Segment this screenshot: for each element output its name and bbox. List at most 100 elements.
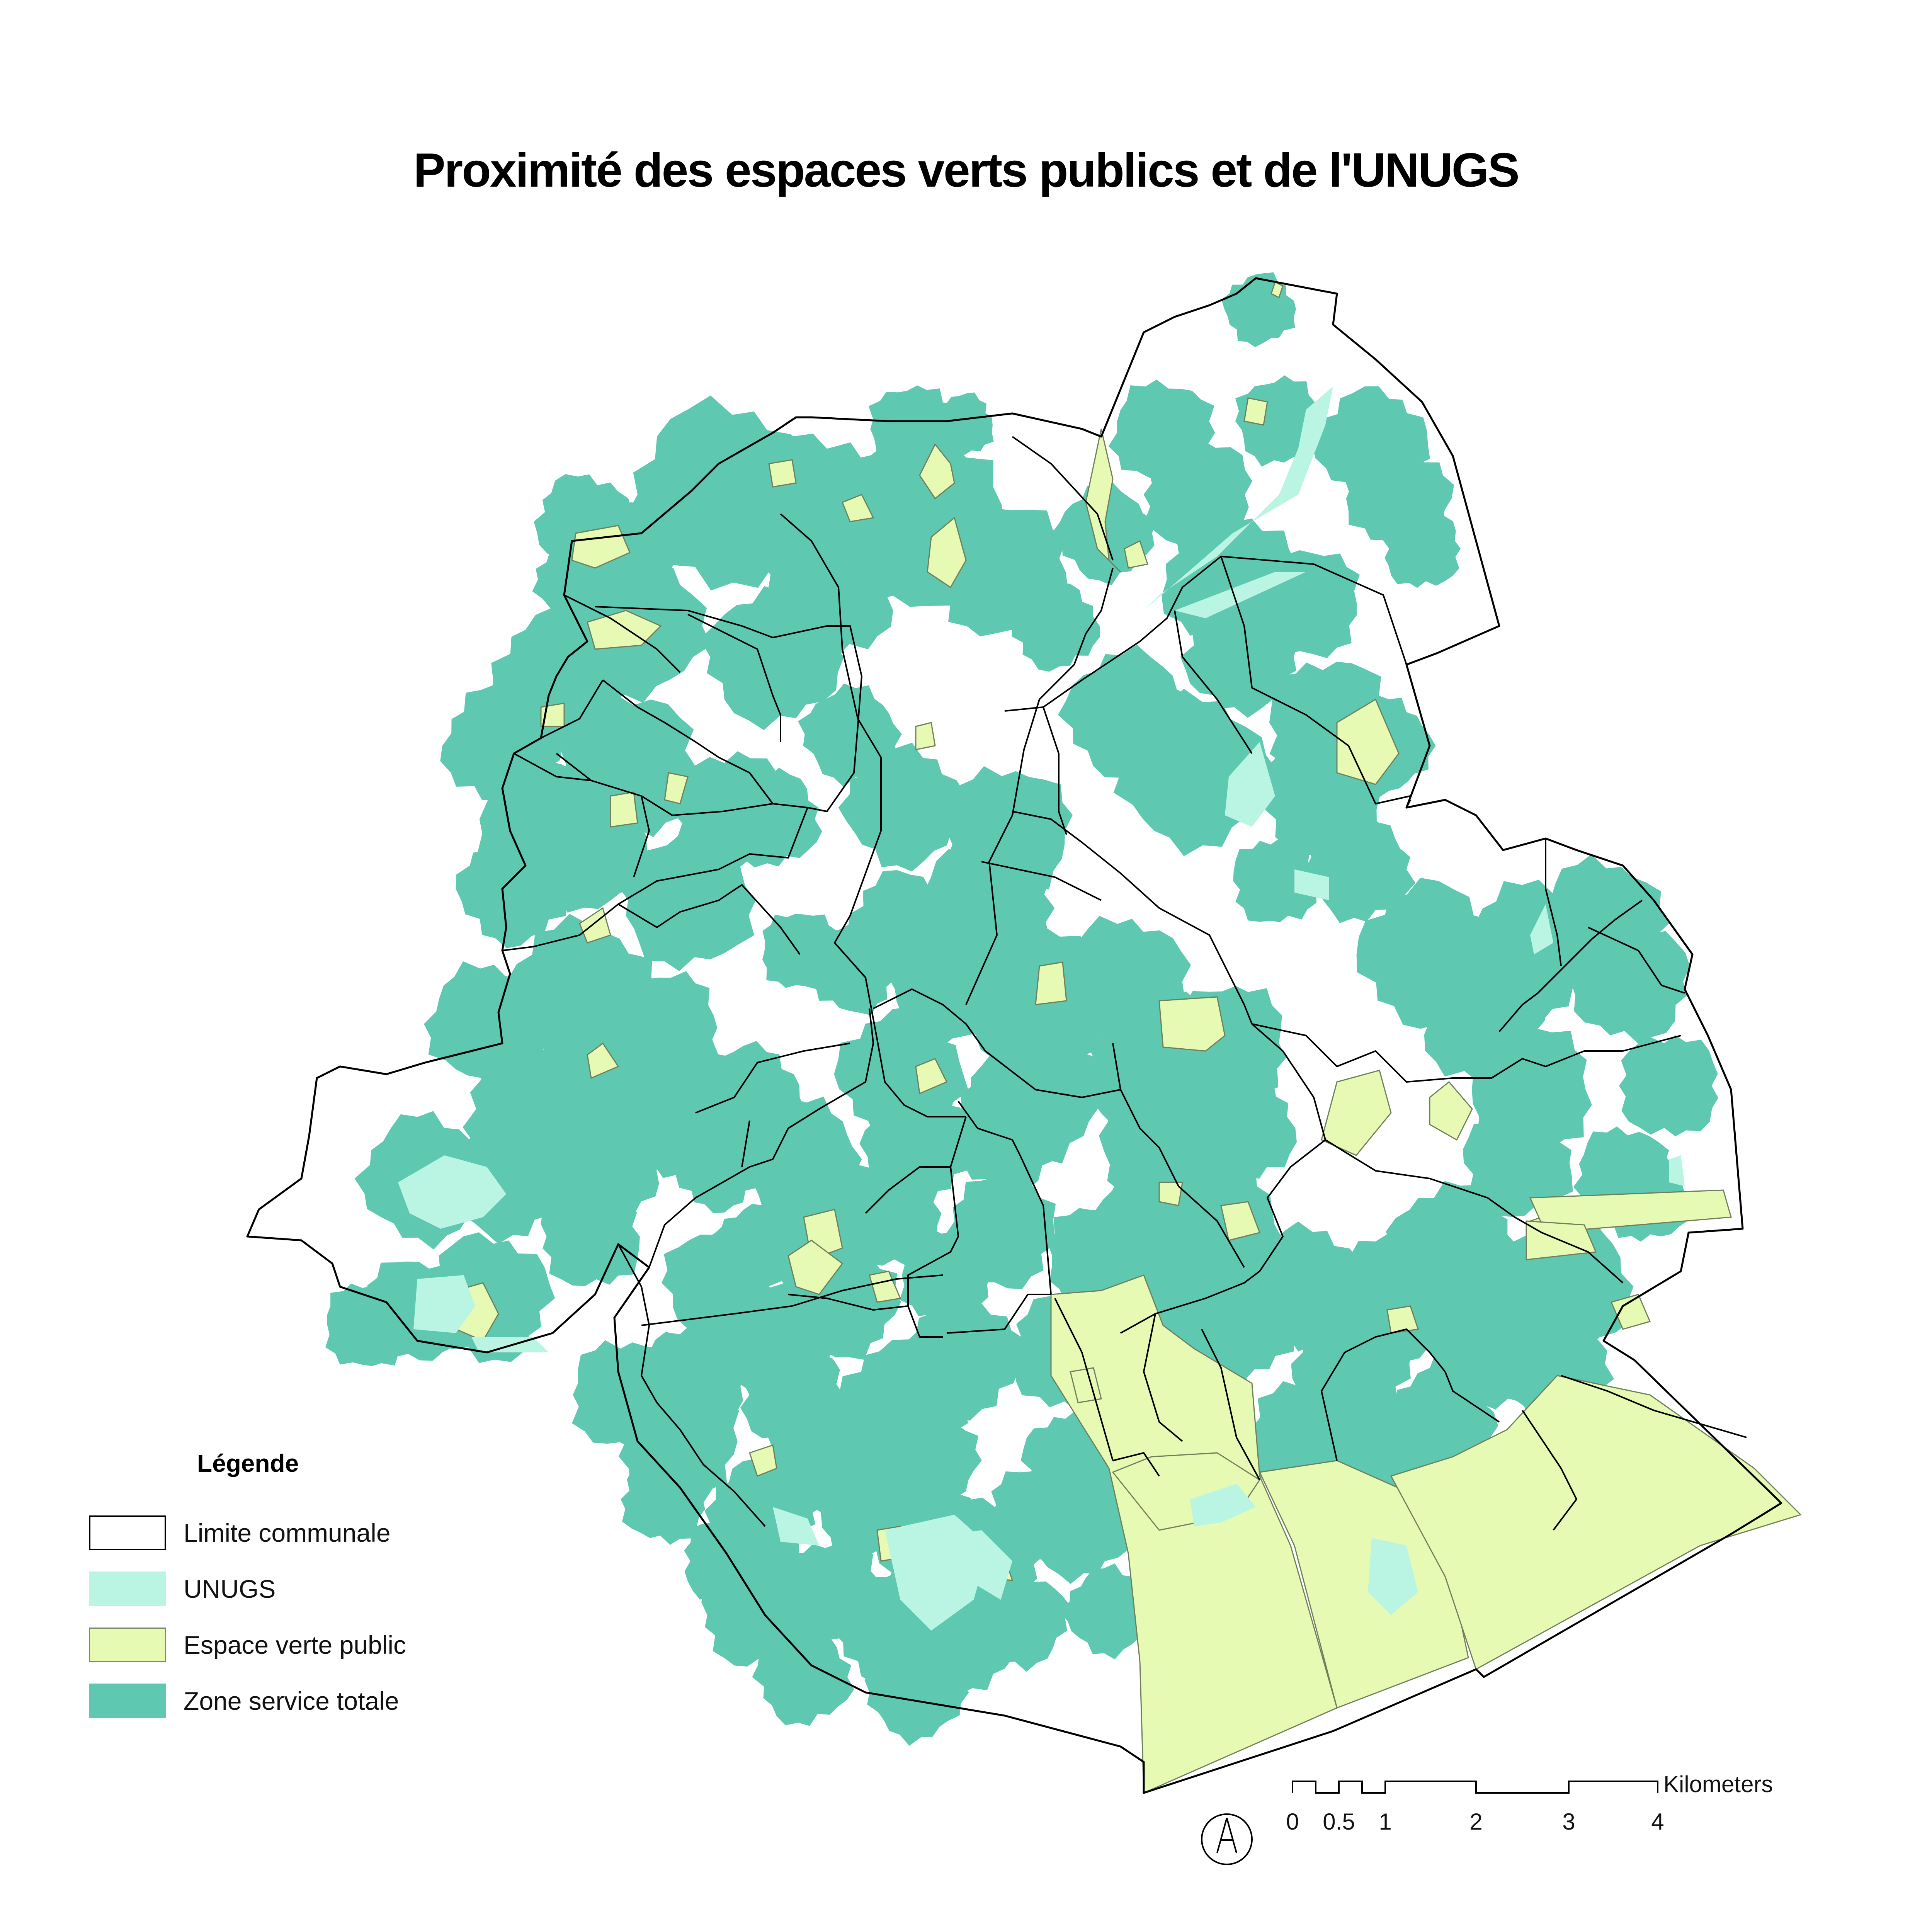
commune-boundary xyxy=(617,1244,766,1527)
commune-boundary xyxy=(1120,1023,1326,1334)
unugs-area xyxy=(1669,1155,1685,1186)
commune-boundary xyxy=(1561,1375,1747,1438)
commune-boundary xyxy=(1252,1023,1681,1083)
zone-service-area xyxy=(752,1624,854,1726)
espace-vert-area xyxy=(1158,996,1226,1052)
commune-boundary xyxy=(1012,811,1253,1024)
zone-service-area xyxy=(1463,1106,1573,1217)
commune-boundary xyxy=(514,753,592,781)
unugs-area xyxy=(413,1275,475,1333)
espace-vert-area xyxy=(919,443,955,500)
scale-tick-label: 0.5 xyxy=(1323,1809,1355,1835)
zone-service-area xyxy=(838,743,969,872)
commune-boundary xyxy=(1201,1329,1260,1480)
commune-boundary xyxy=(1112,1452,1160,1477)
commune-boundary xyxy=(1406,799,1411,808)
zone-service-area xyxy=(700,586,844,730)
commune-boundary xyxy=(1588,927,1685,994)
commune-boundary xyxy=(617,884,801,955)
zone-service-area xyxy=(879,1409,982,1511)
commune-boundary xyxy=(1054,1298,1114,1461)
zone-service-area xyxy=(1010,580,1100,672)
zone-service-area xyxy=(456,832,573,948)
espace-vert-area xyxy=(1243,397,1268,426)
zone-service-area xyxy=(1619,1035,1718,1136)
espace-vert-area xyxy=(869,1270,901,1303)
zone-service-area xyxy=(1382,509,1461,588)
zone-service-area xyxy=(1184,1072,1297,1185)
espace-vert-area xyxy=(1220,1201,1260,1241)
unugs-area xyxy=(773,1507,819,1546)
commune-boundary xyxy=(865,1166,951,1214)
commune-boundary xyxy=(873,988,1121,1098)
commune-boundary xyxy=(502,946,534,951)
commune-boundary xyxy=(788,1294,908,1311)
commune-boundary xyxy=(687,614,781,742)
legend-label: UNUGS xyxy=(184,1574,276,1603)
commune-boundary xyxy=(648,1008,874,1268)
commune-boundary xyxy=(957,1100,1052,1295)
legend-label: Zone service totale xyxy=(184,1686,399,1715)
zone-service-area xyxy=(898,1294,1027,1421)
zone-service-area xyxy=(644,1324,746,1427)
commune-boundary xyxy=(1174,610,1253,754)
commune-boundary xyxy=(1043,707,1067,835)
unugs-area xyxy=(1225,742,1275,827)
zone-service-area xyxy=(762,914,837,989)
espace-vert-area xyxy=(610,791,638,828)
commune-boundary xyxy=(541,679,604,739)
scale-bar: Kilometers 0 0.5 1 2 3 4 xyxy=(1286,1771,1773,1835)
zone-service-area xyxy=(929,392,994,457)
zone-service-area xyxy=(1252,550,1360,658)
espace-vert-area xyxy=(1035,961,1067,1005)
zone-service-area xyxy=(1233,838,1317,922)
espace-vert-area xyxy=(749,1444,777,1477)
unugs-area xyxy=(1530,904,1553,954)
zone-service-area xyxy=(991,1470,1081,1561)
legend-title: Légende xyxy=(197,1449,299,1477)
scale-tick-label: 4 xyxy=(1651,1809,1664,1835)
legend-item-espace-vert: Espace verte public xyxy=(89,1617,406,1673)
commune-boundary xyxy=(981,861,1102,901)
commune-boundary xyxy=(1498,900,1643,1032)
espace-vert-area xyxy=(1124,540,1148,569)
zone-service-area xyxy=(1048,1205,1146,1304)
espace-vert-area xyxy=(1386,1305,1419,1334)
unugs-layer xyxy=(398,386,1685,1631)
espace-vert-area xyxy=(664,772,689,804)
commune-boundary xyxy=(1444,1371,1500,1423)
zone-service-area xyxy=(1143,440,1252,551)
espace-vert-area xyxy=(1336,698,1400,785)
scale-tick-label: 2 xyxy=(1469,1809,1482,1835)
zone-service-area xyxy=(607,502,685,579)
espace-vert-area xyxy=(1050,1274,1338,1794)
map-title: Proximité des espaces verts publics et d… xyxy=(413,144,1520,197)
zone-service-area xyxy=(781,1541,880,1640)
espace-vert-area xyxy=(1270,281,1284,299)
scale-tick-label: 3 xyxy=(1562,1809,1575,1835)
unugs-area xyxy=(1368,1538,1418,1615)
espace-vert-area xyxy=(927,517,967,588)
zone-service-area xyxy=(723,767,822,867)
espace-vert-area xyxy=(1529,1189,1732,1233)
espace-vert-area xyxy=(1321,1070,1392,1156)
unugs-area xyxy=(398,1155,506,1229)
commune-boundary xyxy=(633,796,650,878)
commune-boundary xyxy=(946,1294,1051,1334)
commune-boundary xyxy=(1321,1328,1446,1461)
legend-swatch-zone-service xyxy=(89,1683,166,1718)
unugs-area xyxy=(1144,386,1333,611)
commune-boundary xyxy=(556,606,862,816)
commune-boundary xyxy=(695,1043,850,1114)
north-arrow-icon xyxy=(1201,1813,1253,1865)
espace-vert-area xyxy=(787,1240,844,1295)
espace-vert-area xyxy=(915,722,936,750)
unugs-area xyxy=(1190,1484,1256,1526)
legend-item-zone-service: Zone service totale xyxy=(89,1673,406,1729)
zone-service-area xyxy=(1304,812,1416,923)
commune-boundary xyxy=(792,1274,943,1307)
commune-boundary xyxy=(965,568,1114,1005)
legend-label: Limite communale xyxy=(184,1518,391,1547)
legend-swatch-espace-vert xyxy=(89,1627,166,1662)
espace-vert-area xyxy=(1429,1081,1473,1141)
